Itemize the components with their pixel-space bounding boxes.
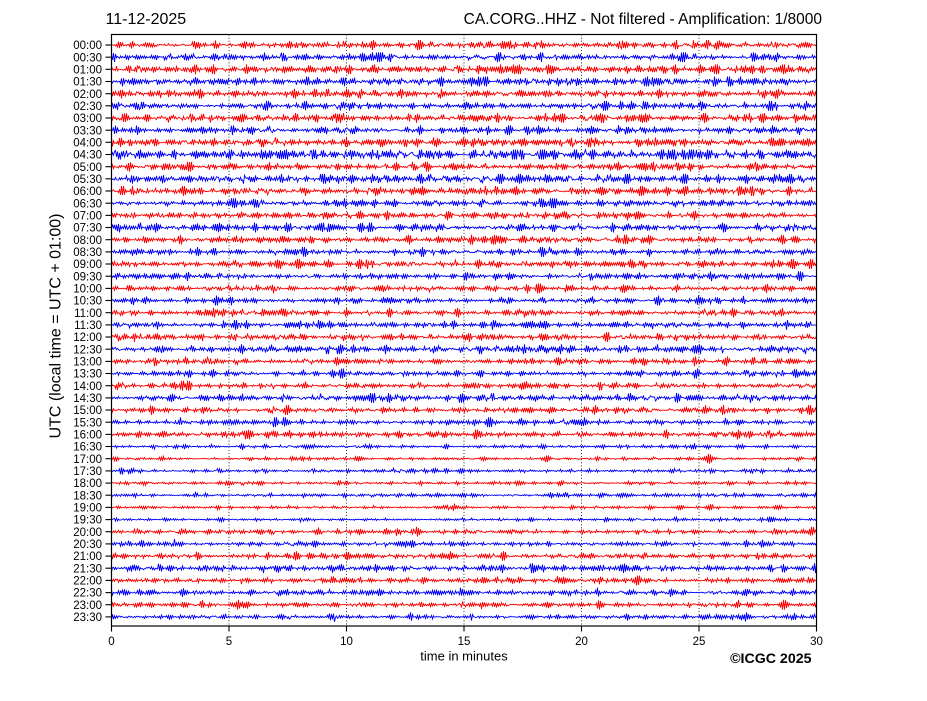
svg-text:02:30: 02:30 (73, 101, 102, 113)
svg-text:time in minutes: time in minutes (420, 649, 508, 664)
svg-text:09:30: 09:30 (73, 271, 102, 283)
svg-text:09:00: 09:00 (73, 259, 102, 271)
svg-text:17:00: 17:00 (73, 454, 102, 466)
svg-text:22:00: 22:00 (73, 576, 102, 588)
svg-text:04:00: 04:00 (73, 137, 102, 149)
svg-text:13:00: 13:00 (73, 357, 102, 369)
svg-text:04:30: 04:30 (73, 150, 102, 162)
svg-text:21:30: 21:30 (73, 563, 102, 575)
svg-text:15: 15 (458, 636, 471, 648)
svg-text:25: 25 (693, 636, 706, 648)
svg-text:10: 10 (340, 636, 353, 648)
svg-text:20:00: 20:00 (73, 527, 102, 539)
svg-text:30: 30 (810, 636, 823, 648)
svg-text:20: 20 (575, 636, 588, 648)
svg-text:11:30: 11:30 (74, 320, 102, 332)
svg-text:02:00: 02:00 (73, 89, 102, 101)
svg-text:UTC (local time = UTC + 01:00): UTC (local time = UTC + 01:00) (48, 214, 65, 439)
svg-text:15:00: 15:00 (73, 405, 102, 417)
svg-text:20:30: 20:30 (73, 539, 102, 551)
svg-text:16:00: 16:00 (73, 430, 102, 442)
svg-text:11-12-2025: 11-12-2025 (106, 11, 187, 28)
svg-text:19:30: 19:30 (73, 515, 102, 527)
svg-text:08:00: 08:00 (73, 235, 102, 247)
svg-text:06:30: 06:30 (73, 198, 102, 210)
svg-text:08:30: 08:30 (73, 247, 102, 259)
svg-text:CA.CORG..HHZ - Not filtered -: CA.CORG..HHZ - Not filtered - Amplificat… (464, 11, 823, 28)
svg-text:©ICGC 2025: ©ICGC 2025 (730, 651, 812, 667)
svg-text:5: 5 (226, 636, 232, 648)
svg-text:06:00: 06:00 (73, 186, 102, 198)
svg-text:05:00: 05:00 (73, 162, 102, 174)
svg-text:05:30: 05:30 (73, 174, 102, 186)
svg-text:16:30: 16:30 (73, 442, 102, 454)
svg-text:03:30: 03:30 (73, 125, 102, 137)
svg-text:01:30: 01:30 (73, 77, 102, 89)
svg-text:14:00: 14:00 (73, 381, 102, 393)
svg-text:00:00: 00:00 (73, 40, 102, 52)
svg-text:18:30: 18:30 (73, 490, 102, 502)
svg-text:0: 0 (108, 636, 114, 648)
svg-text:07:30: 07:30 (73, 223, 102, 235)
svg-text:23:00: 23:00 (73, 600, 102, 612)
svg-text:13:30: 13:30 (73, 369, 102, 381)
svg-text:12:00: 12:00 (73, 332, 102, 344)
svg-text:17:30: 17:30 (73, 466, 102, 478)
svg-text:23:30: 23:30 (73, 612, 102, 624)
svg-text:10:00: 10:00 (73, 284, 102, 296)
svg-text:18:00: 18:00 (73, 478, 102, 490)
svg-text:11:00: 11:00 (74, 308, 102, 320)
svg-text:15:30: 15:30 (73, 417, 102, 429)
svg-text:00:30: 00:30 (73, 52, 102, 64)
svg-text:14:30: 14:30 (73, 393, 102, 405)
svg-text:01:00: 01:00 (73, 64, 102, 76)
svg-text:03:00: 03:00 (73, 113, 102, 125)
svg-text:07:00: 07:00 (73, 211, 102, 223)
svg-text:19:00: 19:00 (73, 503, 102, 515)
svg-text:22:30: 22:30 (73, 588, 102, 600)
svg-text:12:30: 12:30 (73, 344, 102, 356)
svg-text:21:00: 21:00 (73, 551, 102, 563)
svg-text:10:30: 10:30 (73, 296, 102, 308)
